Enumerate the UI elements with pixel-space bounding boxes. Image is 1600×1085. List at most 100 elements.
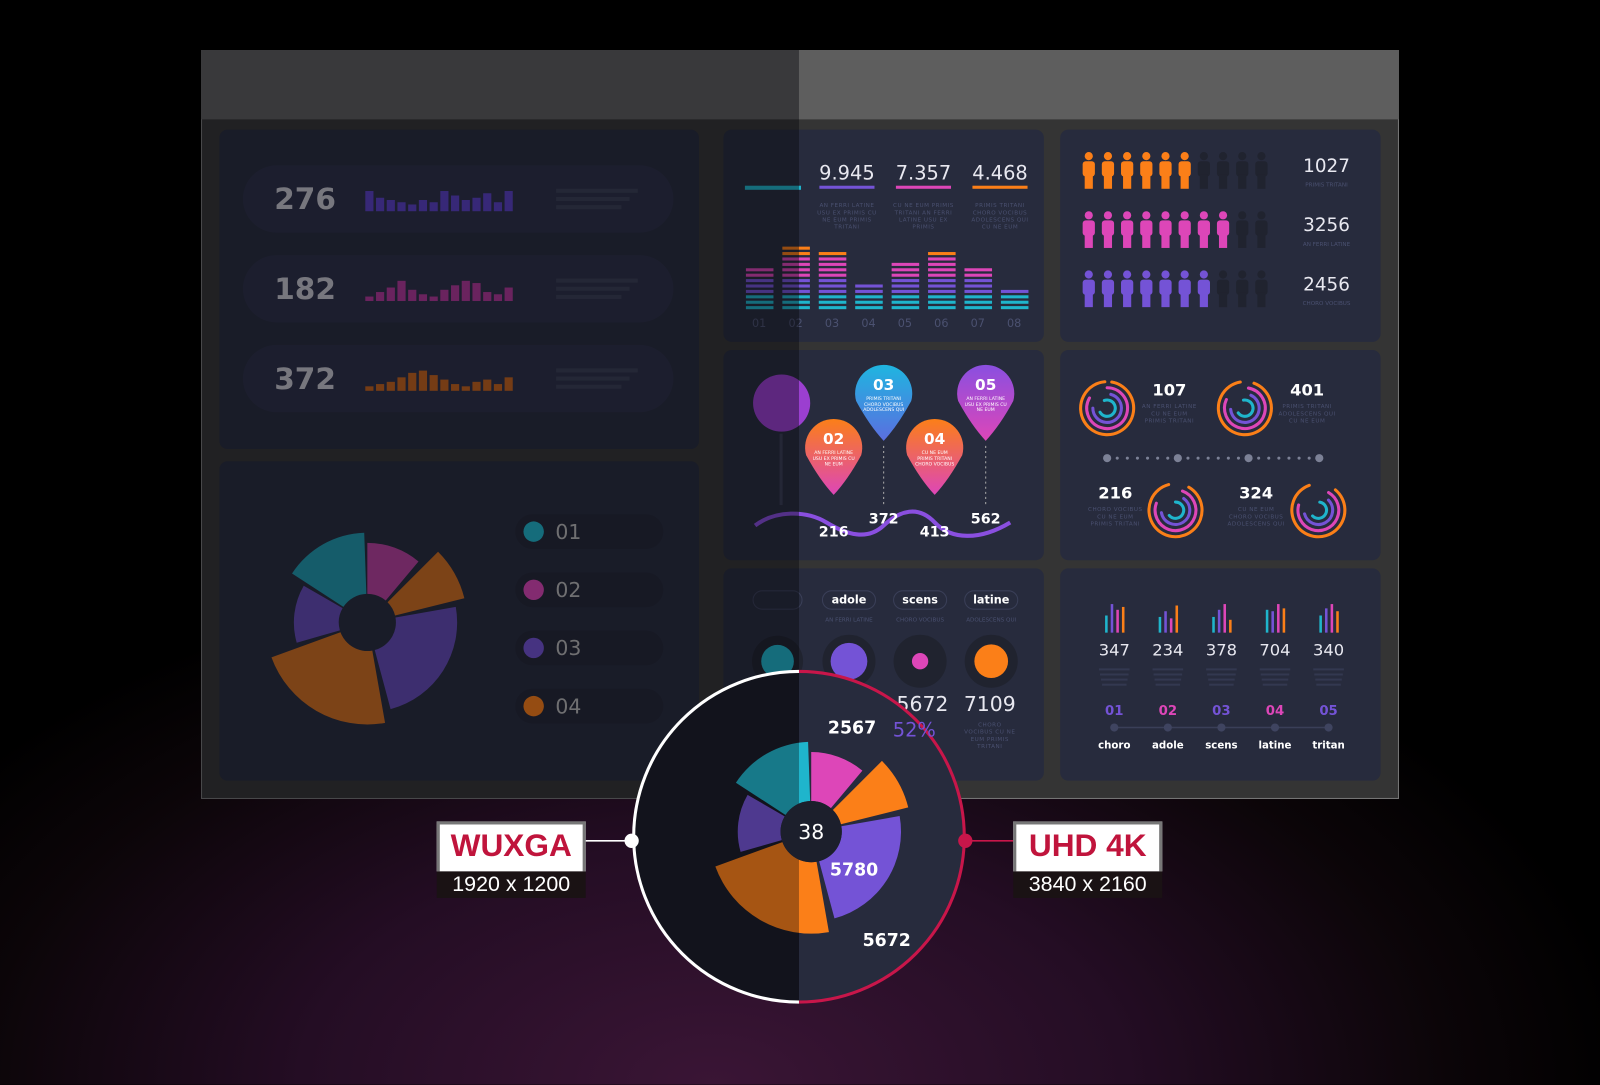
caption-placeholder bbox=[1313, 668, 1344, 671]
headline-underline bbox=[819, 185, 875, 189]
mini-bar bbox=[1169, 618, 1173, 633]
tag-pill bbox=[964, 590, 1019, 610]
mini-bar bbox=[1175, 605, 1179, 633]
person-icon bbox=[1255, 152, 1268, 189]
timeline-dot bbox=[1236, 456, 1240, 460]
person-icon bbox=[1216, 211, 1230, 248]
tag-label: scens bbox=[902, 593, 938, 607]
sparkline-bar bbox=[451, 384, 460, 391]
tag-label: latine bbox=[973, 593, 1010, 607]
ring-chart bbox=[1079, 380, 1136, 437]
equalizer-line bbox=[782, 246, 810, 250]
sparkline-bar bbox=[376, 292, 385, 302]
sparkline-bar bbox=[483, 292, 492, 302]
sparkline-bar bbox=[429, 202, 438, 212]
caption-placeholder bbox=[556, 278, 638, 283]
sparkline-bar bbox=[461, 280, 470, 302]
timeline-dot bbox=[1173, 454, 1182, 463]
tag-caption: CHORO VOCIBUS bbox=[896, 617, 945, 624]
category-label: 01 bbox=[752, 316, 767, 331]
ring-value: 401 bbox=[1290, 380, 1325, 400]
headline-underline bbox=[895, 185, 952, 189]
pin-marker bbox=[957, 364, 1015, 441]
person-icon bbox=[1121, 270, 1134, 308]
caption-placeholder bbox=[1154, 678, 1182, 681]
ring-value: 107 bbox=[1152, 380, 1187, 400]
equalizer-line bbox=[818, 295, 847, 299]
sparkline-bar bbox=[461, 199, 470, 212]
pin-marker bbox=[805, 418, 863, 495]
pie-slice bbox=[737, 794, 785, 852]
timeline-dot bbox=[1277, 456, 1281, 460]
pie-slice bbox=[292, 532, 367, 607]
equalizer-line bbox=[1000, 295, 1029, 299]
ring-caption: PRIMIS TRITANI ADOLESCENS QUI CU NE EUM bbox=[1278, 404, 1336, 425]
sparkline-bar bbox=[461, 386, 470, 391]
caption-placeholder bbox=[556, 384, 622, 389]
equalizer-line bbox=[891, 289, 920, 293]
equalizer-line bbox=[928, 289, 956, 293]
sparkline-bar bbox=[429, 375, 438, 391]
mini-bar bbox=[1121, 606, 1125, 633]
legend-pill bbox=[515, 688, 664, 724]
headline-caption: AN FERRI LATINE USU EX PRIMIS CU NE EUM … bbox=[817, 203, 877, 231]
ring-caption: AN FERRI LATINE CU NE EUM PRIMIS TRITANI bbox=[1141, 404, 1197, 425]
equalizer-line bbox=[855, 295, 883, 299]
equalizer-line bbox=[928, 306, 956, 310]
person-icon bbox=[1140, 270, 1153, 308]
equalizer-line bbox=[818, 273, 847, 277]
equalizer-line bbox=[745, 268, 774, 272]
caption-placeholder bbox=[556, 286, 630, 291]
mini-value: 234 bbox=[1152, 640, 1184, 660]
legend-number: 01 bbox=[555, 519, 582, 544]
legend-number: 03 bbox=[555, 635, 582, 661]
caption-placeholder bbox=[1155, 683, 1181, 686]
sparkline-bar bbox=[376, 197, 385, 212]
tag-dot bbox=[974, 644, 1009, 679]
person-icon bbox=[1197, 211, 1210, 248]
equalizer-line bbox=[782, 284, 810, 288]
ring-value: 324 bbox=[1239, 483, 1274, 503]
sparkline-bar bbox=[493, 294, 503, 302]
caption-placeholder bbox=[1206, 668, 1237, 671]
caption-placeholder bbox=[556, 368, 638, 373]
pin-number: 02 bbox=[823, 429, 845, 448]
person-icon bbox=[1101, 211, 1115, 248]
sparkline-bar bbox=[483, 379, 492, 391]
sparkline-bar bbox=[440, 289, 449, 302]
timeline-dot bbox=[1166, 456, 1170, 460]
ring-chart bbox=[1147, 483, 1204, 539]
sparkline-bar bbox=[376, 384, 385, 391]
sparkline-bar bbox=[504, 287, 513, 302]
person-icon bbox=[1197, 152, 1210, 189]
caption-placeholder bbox=[1209, 683, 1234, 686]
mini-value: 347 bbox=[1098, 640, 1130, 660]
step-label: scens bbox=[1205, 740, 1238, 752]
category-label: 08 bbox=[1007, 316, 1022, 331]
equalizer-line bbox=[782, 268, 810, 272]
equalizer-line bbox=[745, 284, 774, 288]
timeline-dot bbox=[1244, 454, 1253, 463]
person-icon bbox=[1178, 270, 1191, 308]
person-icon bbox=[1236, 152, 1249, 189]
caption-placeholder bbox=[556, 376, 630, 381]
equalizer-line bbox=[964, 279, 993, 283]
sparkline-bar bbox=[472, 197, 481, 212]
tag-pill bbox=[752, 590, 803, 610]
timeline-dot bbox=[1216, 456, 1220, 460]
sparkline-bar bbox=[493, 384, 503, 391]
equalizer-line bbox=[891, 300, 920, 304]
mini-bar bbox=[1164, 611, 1167, 633]
equalizer-line bbox=[891, 295, 920, 299]
sparkline-bar bbox=[365, 386, 374, 391]
legend-pill bbox=[515, 630, 664, 666]
pin-text: CU NE EUM PRIMIS TRITANI CHORO VOCIBUS bbox=[915, 451, 955, 468]
step-label: adole bbox=[1152, 740, 1184, 752]
pin-number: 05 bbox=[975, 375, 997, 394]
timeline-dot bbox=[1196, 456, 1200, 460]
equalizer-line bbox=[891, 284, 920, 288]
low-resolution-half-overlay bbox=[201, 49, 799, 799]
pin-value: 372 bbox=[868, 511, 899, 528]
headline-underline bbox=[744, 185, 802, 190]
step-dot bbox=[1270, 723, 1280, 732]
